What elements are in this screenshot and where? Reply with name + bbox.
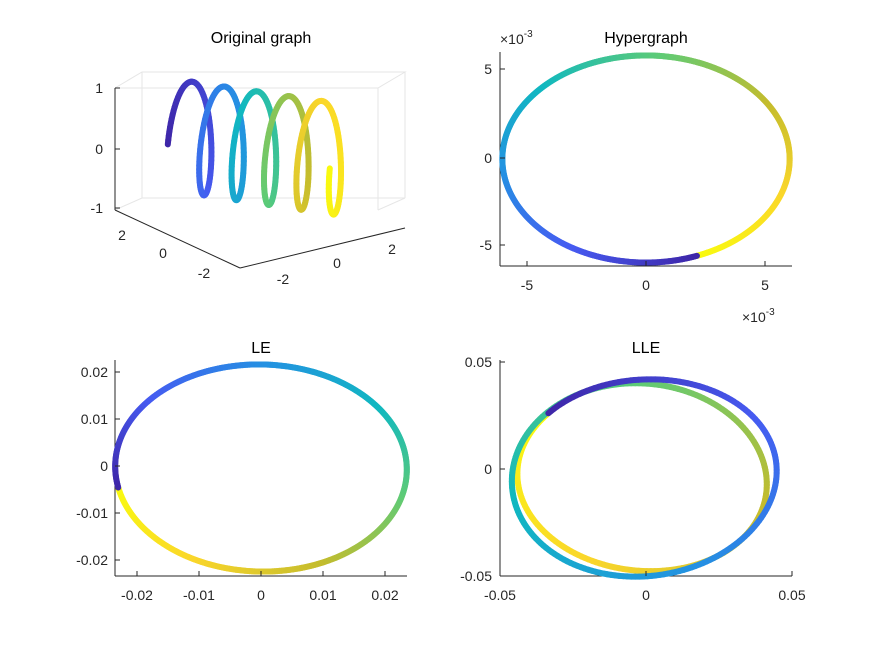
x-tick-label: 2: [388, 241, 396, 257]
z-tick-label: 1: [95, 80, 103, 96]
x-exponent-label: ×10-3: [742, 307, 775, 325]
y-tick-label: 0: [100, 458, 108, 474]
x-exponent-base: ×10: [742, 309, 766, 325]
y-ticks: 2 0 -2: [118, 227, 210, 281]
x-tick-label: 0.01: [309, 587, 336, 603]
y-tick-label: -5: [480, 237, 493, 253]
panel-le: LE 0.02 0.01 0 -0.01 -0.02 -0.02 -0.01 0…: [76, 340, 410, 603]
x-ticks: -2 0 2: [277, 241, 396, 287]
z-tick-label: 0: [95, 141, 103, 157]
x-tick-label: -2: [277, 271, 290, 287]
panel-original-graph: Original graph 1 0 -1 2 0 -2 -2: [91, 30, 407, 287]
helix-curve: [164, 78, 345, 218]
z-tick-label: -1: [91, 200, 104, 216]
panel-le-title: LE: [251, 340, 271, 357]
y-exponent-label: ×10-3: [500, 29, 533, 47]
panel-hypergraph-title: Hypergraph: [604, 30, 688, 47]
svg-text:×10-3: ×10-3: [500, 29, 533, 47]
x-tick-label: 0: [642, 587, 650, 603]
x-axis-line: [239, 227, 406, 269]
y-tick-label: -0.02: [76, 552, 108, 568]
y-ticks: 0.02 0.01 0 -0.01 -0.02: [76, 364, 120, 568]
panel-lle: LLE 0.05 0 -0.05 -0.05 0 0.05: [460, 340, 806, 603]
y-tick-label: -0.01: [76, 505, 108, 521]
y-ticks: 5 0 -5: [480, 61, 505, 253]
y-tick-label: 5: [484, 61, 492, 77]
z-ticks: 1 0 -1: [91, 80, 120, 216]
lle-curve: [508, 376, 780, 580]
x-tick-label: -0.01: [183, 587, 215, 603]
x-ticks: -0.05 0 0.05: [484, 571, 806, 603]
y-axis-line: [114, 209, 241, 269]
y-tick-label: 0: [484, 461, 492, 477]
x-ticks: -0.02 -0.01 0 0.01 0.02: [121, 571, 399, 603]
x-tick-label: 0: [333, 255, 341, 271]
y-tick-label: 0.01: [81, 411, 108, 427]
x-tick-label: -0.05: [484, 587, 516, 603]
box-grid: [114, 71, 407, 211]
panel-lle-title: LLE: [632, 340, 660, 357]
axes-3d: [114, 88, 406, 269]
le-curve: [112, 361, 410, 575]
x-tick-label: 0: [642, 277, 650, 293]
y-tick-label: 0: [159, 245, 167, 261]
y-tick-label: -2: [198, 265, 211, 281]
y-tick-label: 0.05: [465, 354, 492, 370]
x-tick-label: 5: [761, 277, 769, 293]
y-ticks: 0.05 0 -0.05: [460, 354, 505, 584]
x-tick-label: 0.05: [778, 587, 805, 603]
lle-segment: [545, 408, 555, 417]
y-tick-label: 2: [118, 227, 126, 243]
y-tick-label: -0.05: [460, 568, 492, 584]
x-tick-label: -5: [521, 277, 534, 293]
y-exponent-base: ×10: [500, 31, 524, 47]
y-tick-label: 0.02: [81, 364, 108, 380]
y-tick-label: 0: [484, 150, 492, 166]
x-exponent-power: -3: [766, 307, 775, 318]
svg-text:×10-3: ×10-3: [742, 307, 775, 325]
y-exponent-power: -3: [524, 29, 533, 40]
x-tick-label: -0.02: [121, 587, 153, 603]
panel-original-graph-title: Original graph: [211, 30, 312, 47]
x-ticks: -5 0 5: [521, 261, 769, 293]
panel-hypergraph: Hypergraph 5 0 -5 -5 0 5 ×10-3 ×10-3: [480, 29, 793, 325]
hypergraph-segment: [691, 252, 700, 260]
x-tick-label: 0.02: [371, 587, 398, 603]
x-tick-label: 0: [257, 587, 265, 603]
hypergraph-curve: [499, 52, 793, 266]
